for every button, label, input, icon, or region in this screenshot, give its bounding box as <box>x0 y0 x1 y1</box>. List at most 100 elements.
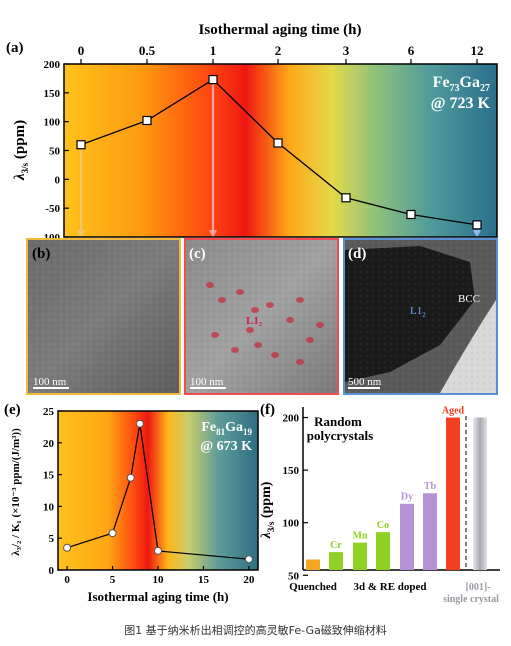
panel-e-x-ticks: 0 5 10 15 20 <box>64 566 255 586</box>
panel-c-precipitate <box>251 307 259 313</box>
panel-c-precipitate <box>218 297 226 303</box>
panel-e-x-tick-label: 10 <box>153 574 165 586</box>
figure-caption: 图1 基于纳米析出相调控的高灵敏Fe-Ga磁致伸缩材料 <box>124 624 387 637</box>
panel-a-series <box>76 74 482 230</box>
panel-c-precipitate <box>296 297 304 303</box>
panel-f-bar <box>329 552 343 570</box>
panel-e-x-tick-label: 5 <box>110 574 116 586</box>
panel-a-arrows <box>77 84 481 238</box>
panel-f-y-tick-label: 200 <box>283 413 300 425</box>
panel-e-data-point <box>244 555 253 564</box>
panel-c-precipitate <box>254 342 262 348</box>
panel-c-precipitate <box>316 322 324 328</box>
panel-f-bar <box>306 559 320 570</box>
panel-f-bar-label: Mn <box>353 531 368 542</box>
panel-a-data-point <box>208 74 218 85</box>
panel-f-bar-label: Cr <box>330 540 342 551</box>
panel-c-label: (c) <box>189 246 206 262</box>
panel-a-top-tick-label: 2 <box>275 43 282 58</box>
panel-a-arrow-head <box>473 230 481 238</box>
panel-c-precipitate <box>236 289 244 295</box>
panel-a-top-tick-label: 0.5 <box>139 43 156 58</box>
panel-f-group-single-2: single crystal <box>443 594 499 605</box>
panel-e-label: (e) <box>4 402 21 418</box>
panel-a-top-ticks: 0 0.5 1 2 3 6 12 <box>78 43 484 64</box>
panel-e-composition: Fe81Ga19 <box>201 420 252 437</box>
panel-e-data-point <box>63 543 72 552</box>
panel-f-bar <box>400 503 414 570</box>
panel-a-data-point <box>341 193 351 203</box>
panel-e-data-point <box>135 419 144 428</box>
panel-a-y-tick-label: 100 <box>44 117 61 129</box>
panel-a-y-tick-label: 200 <box>44 59 61 71</box>
panel-a-y-tick-label: -50 <box>45 203 60 215</box>
panel-e-data-point <box>126 473 135 482</box>
panel-c-scale-label: 100 nm <box>190 376 224 388</box>
panel-f-group-quenched: Quenched <box>289 581 337 593</box>
panel-e-y-ticks: 0 5 10 15 20 25 <box>43 406 62 577</box>
panel-e-x-tick-label: 20 <box>243 574 255 586</box>
panel-a-data-point <box>273 138 283 148</box>
panel-f-y-tick-label: 50 <box>288 570 300 582</box>
panel-f-bar <box>446 417 460 570</box>
panel-e-data-point <box>154 546 162 555</box>
panel-e-y-tick-label: 0 <box>49 565 55 577</box>
panel-a-y-tick-label: 0 <box>55 174 61 186</box>
panel-e-background <box>58 411 258 570</box>
panel-e-x-tick-label: 0 <box>64 574 70 586</box>
panel-f-group-single-1: [001]- <box>466 582 491 593</box>
panel-c-phase-label: L1₂ <box>246 315 263 327</box>
panel-c-precipitate <box>266 302 274 308</box>
panel-d-scale-label: 500 nm <box>348 376 382 388</box>
panel-b-label: (b) <box>32 246 50 262</box>
panel-a-ylabel: λ3/s (ppm) <box>12 120 30 181</box>
panel-a-label: (a) <box>6 40 24 56</box>
panel-f-bar <box>353 542 367 570</box>
panel-f-label: (f) <box>260 402 275 418</box>
panel-a-data-point <box>76 140 86 150</box>
panel-d-label: (d) <box>348 246 366 262</box>
panel-a: (a) Isothermal aging time (h) 0 0.5 1 2 3 6 12… <box>6 22 498 244</box>
panel-a-top-tick-label: 3 <box>343 43 350 58</box>
panel-e-ylabel: λ₃/₂ / K₁ (×10⁻³ ppm/(J/m³)) <box>10 428 22 556</box>
panel-e-y-tick-label: 10 <box>43 501 55 513</box>
panel-c-precipitate <box>286 317 294 323</box>
panel-a-top-tick-label: 12 <box>471 43 484 58</box>
panel-e-y-tick-label: 5 <box>49 533 55 545</box>
panel-f-title-2: polycrystals <box>307 428 373 443</box>
panel-a-y-tick-label: 150 <box>44 88 61 100</box>
panel-f-y-ticks: 50 100 150 200 <box>283 413 308 582</box>
panel-e-y-tick-label: 25 <box>43 406 55 418</box>
panel-f-y-tick-label: 100 <box>283 518 300 530</box>
panel-e: (e) 0 5 10 15 20 0 5 10 15 20 25 λ₃/₂ / K₁ (×10⁻³… <box>4 402 259 604</box>
panel-a-composition: Fe73Ga27 <box>433 74 490 94</box>
panel-f-bar-label: Dy <box>401 492 413 503</box>
panel-e-y-tick-label: 15 <box>43 470 55 482</box>
panel-e-series <box>63 419 253 564</box>
panel-a-temperature: @ 723 K <box>431 95 491 112</box>
panel-a-data-point <box>142 115 152 126</box>
panel-c-precipitate <box>296 359 304 365</box>
panel-c-precipitate <box>231 347 239 353</box>
panel-f-bar-label: Tb <box>424 481 437 492</box>
panel-f-ylabel: λ3/s (ppm) <box>259 481 276 539</box>
panel-a-top-tick-label: 0 <box>78 43 85 58</box>
panel-a-y-tick-label: 50 <box>49 146 61 158</box>
panel-a-top-tick-label: 1 <box>210 43 217 58</box>
panel-f-bar <box>423 493 437 570</box>
panel-a-top-axis-title: Isothermal aging time (h) <box>199 22 362 38</box>
panel-c: (c) L1₂ 100 nm <box>184 238 339 395</box>
panel-a-arrow-head <box>77 230 85 238</box>
panel-f-bar-label: Co <box>377 520 389 531</box>
panel-f-bar <box>376 532 390 570</box>
panel-a-data-point <box>472 220 482 230</box>
panel-c-precipitate <box>211 332 219 338</box>
panel-c-precipitates <box>206 282 324 365</box>
panel-c-precipitate <box>246 327 254 333</box>
panel-f-bar-label: Aged <box>442 406 465 417</box>
panel-e-data-point <box>108 529 117 538</box>
panel-f: (f) Random polycrystals 50 100 150 200 Cr Mn… <box>259 402 500 605</box>
panel-e-xlabel: Isothermal aging time (h) <box>87 589 228 604</box>
panel-d: (d) L12 BCC 500 nm <box>343 238 498 395</box>
panel-f-bar <box>473 417 487 570</box>
